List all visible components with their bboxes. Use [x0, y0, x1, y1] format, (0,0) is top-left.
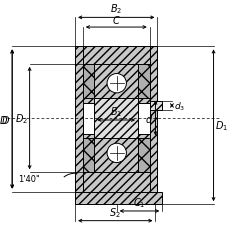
Polygon shape	[82, 139, 94, 173]
Text: $B_2$: $B_2$	[110, 3, 122, 16]
Polygon shape	[149, 47, 157, 192]
Text: $D$: $D$	[1, 113, 10, 125]
Text: $C_1$: $C_1$	[133, 195, 145, 209]
Text: $B_1$: $B_1$	[110, 105, 122, 119]
Polygon shape	[75, 192, 161, 204]
Text: $C$: $C$	[111, 14, 120, 26]
Circle shape	[106, 144, 126, 163]
Circle shape	[106, 74, 126, 94]
Polygon shape	[137, 64, 149, 98]
Polygon shape	[75, 47, 82, 192]
Polygon shape	[82, 64, 94, 98]
Text: $D$: $D$	[0, 113, 8, 125]
Polygon shape	[94, 98, 137, 139]
Polygon shape	[75, 173, 157, 192]
Text: $d$: $d$	[145, 112, 153, 125]
Polygon shape	[82, 64, 149, 103]
Text: $S_2$: $S_2$	[109, 205, 121, 219]
Polygon shape	[137, 139, 149, 173]
Polygon shape	[75, 47, 157, 64]
Text: $D_1$: $D_1$	[215, 119, 228, 133]
Polygon shape	[82, 134, 149, 173]
Polygon shape	[149, 101, 161, 111]
Text: 1'40": 1'40"	[18, 174, 40, 183]
Text: $D_2$: $D_2$	[15, 112, 27, 125]
Text: $d_3$: $d_3$	[173, 100, 184, 112]
